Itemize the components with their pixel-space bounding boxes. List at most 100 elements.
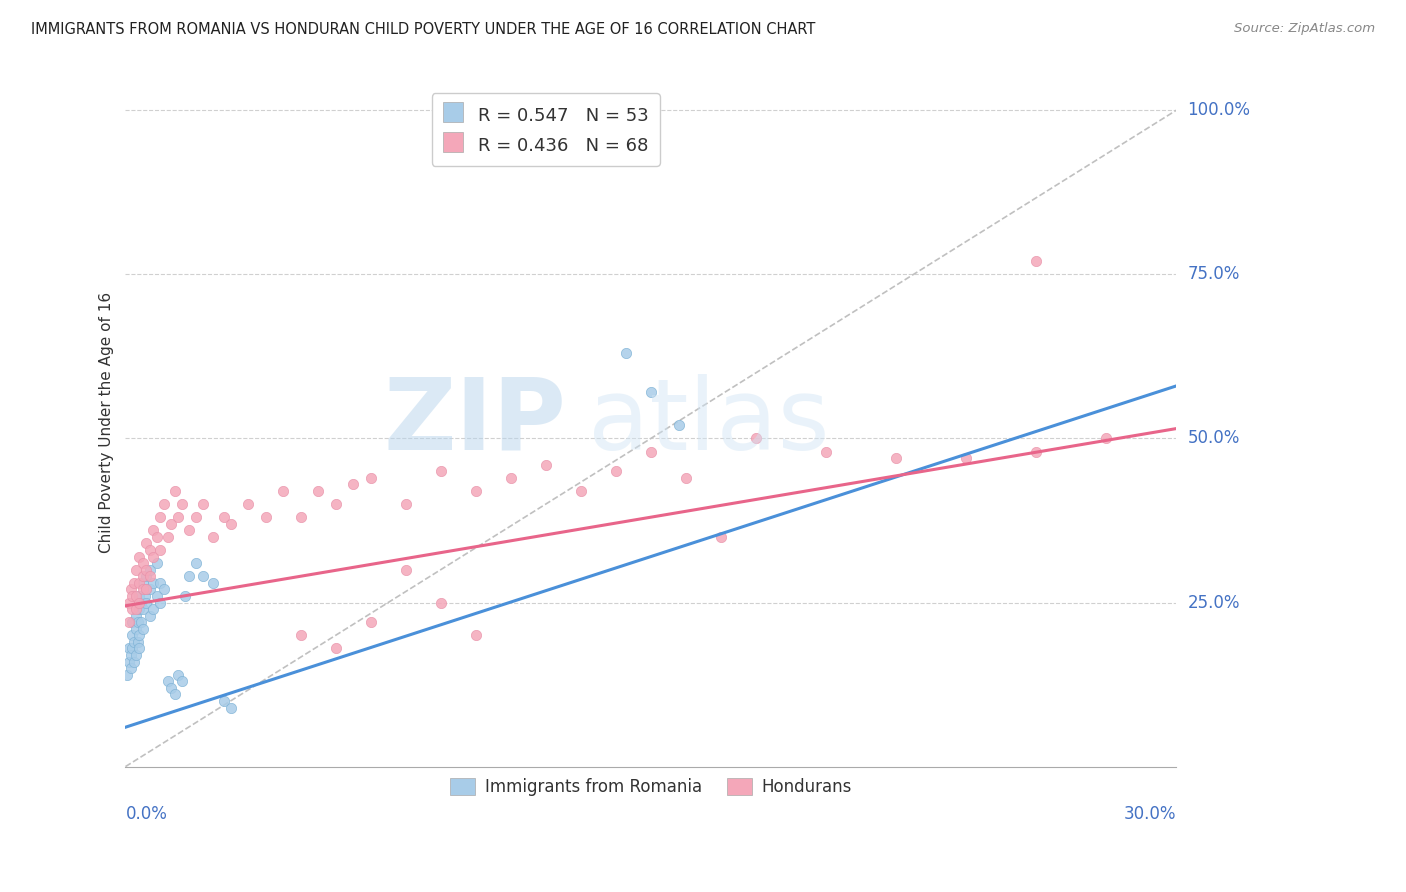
Point: [135, 569, 157, 583]
Point: [121, 615, 143, 630]
Point: [121, 641, 143, 656]
Point: [118, 595, 141, 609]
Point: [135, 582, 157, 597]
Point: [955, 451, 977, 466]
Point: [125, 648, 148, 662]
Text: IMMIGRANTS FROM ROMANIA VS HONDURAN CHILD POVERTY UNDER THE AGE OF 16 CORRELATIO: IMMIGRANTS FROM ROMANIA VS HONDURAN CHIL…: [31, 22, 815, 37]
Point: [290, 510, 312, 524]
Text: 100.0%: 100.0%: [1188, 102, 1250, 120]
Point: [139, 569, 162, 583]
Point: [132, 582, 155, 597]
Point: [134, 589, 156, 603]
Point: [128, 641, 150, 656]
Point: [149, 595, 172, 609]
Point: [142, 524, 165, 538]
Point: [121, 602, 143, 616]
Point: [395, 497, 418, 511]
Point: [139, 563, 162, 577]
Point: [156, 674, 179, 689]
Point: [814, 444, 837, 458]
Point: [177, 569, 200, 583]
Point: [342, 477, 364, 491]
Point: [163, 687, 186, 701]
Point: [129, 595, 152, 609]
Point: [675, 471, 697, 485]
Point: [605, 464, 627, 478]
Point: [121, 628, 143, 642]
Point: [360, 471, 382, 485]
Point: [464, 628, 486, 642]
Point: [118, 655, 141, 669]
Point: [142, 575, 165, 590]
Point: [135, 536, 157, 550]
Point: [429, 464, 451, 478]
Point: [170, 497, 193, 511]
Point: [640, 444, 662, 458]
Point: [174, 589, 197, 603]
Point: [271, 483, 294, 498]
Point: [146, 556, 169, 570]
Point: [745, 432, 768, 446]
Point: [125, 602, 148, 616]
Y-axis label: Child Poverty Under the Age of 16: Child Poverty Under the Age of 16: [100, 292, 114, 552]
Point: [132, 602, 155, 616]
Text: 75.0%: 75.0%: [1188, 265, 1240, 284]
Point: [325, 497, 347, 511]
Point: [219, 700, 242, 714]
Point: [325, 641, 347, 656]
Point: [125, 563, 148, 577]
Point: [236, 497, 259, 511]
Point: [184, 510, 207, 524]
Point: [640, 385, 662, 400]
Text: 25.0%: 25.0%: [1188, 593, 1240, 612]
Point: [127, 635, 149, 649]
Point: [132, 556, 155, 570]
Point: [160, 516, 183, 531]
Point: [163, 483, 186, 498]
Point: [149, 543, 172, 558]
Point: [1025, 254, 1047, 268]
Point: [191, 497, 214, 511]
Text: ZIP: ZIP: [384, 374, 567, 470]
Point: [122, 635, 145, 649]
Point: [464, 483, 486, 498]
Point: [149, 510, 172, 524]
Point: [125, 622, 148, 636]
Point: [219, 516, 242, 531]
Point: [122, 575, 145, 590]
Point: [132, 569, 155, 583]
Point: [127, 615, 149, 630]
Point: [534, 458, 557, 472]
Point: [395, 563, 418, 577]
Point: [360, 615, 382, 630]
Point: [1095, 432, 1118, 446]
Point: [167, 667, 190, 681]
Point: [499, 471, 522, 485]
Point: [128, 575, 150, 590]
Point: [120, 582, 142, 597]
Point: [167, 510, 190, 524]
Point: [212, 510, 235, 524]
Point: [614, 346, 637, 360]
Text: Source: ZipAtlas.com: Source: ZipAtlas.com: [1234, 22, 1375, 36]
Point: [142, 602, 165, 616]
Point: [160, 681, 183, 695]
Text: atlas: atlas: [588, 374, 830, 470]
Point: [202, 530, 225, 544]
Text: 50.0%: 50.0%: [1188, 429, 1240, 448]
Point: [149, 575, 172, 590]
Point: [142, 549, 165, 564]
Point: [153, 582, 176, 597]
Point: [118, 615, 141, 630]
Point: [710, 530, 733, 544]
Point: [429, 595, 451, 609]
Point: [290, 628, 312, 642]
Point: [202, 575, 225, 590]
Point: [884, 451, 907, 466]
Point: [191, 569, 214, 583]
Point: [212, 694, 235, 708]
Point: [135, 595, 157, 609]
Point: [153, 497, 176, 511]
Point: [120, 661, 142, 675]
Text: 30.0%: 30.0%: [1123, 805, 1177, 823]
